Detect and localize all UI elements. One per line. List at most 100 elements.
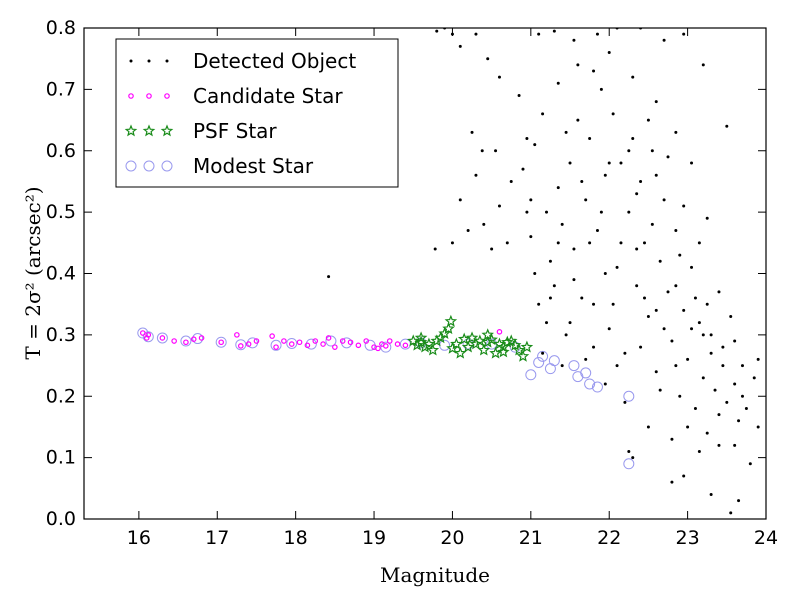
detected-object-point	[537, 302, 541, 306]
detected-object-point	[701, 63, 705, 67]
detected-object-point	[737, 419, 741, 423]
y-tick-label: 0.0	[46, 508, 76, 530]
candidate-star-point	[237, 343, 244, 349]
detected-object-point	[705, 431, 709, 435]
detected-object-point	[486, 57, 490, 61]
detected-object-point	[686, 357, 690, 361]
detected-object-point	[533, 272, 537, 275]
x-tick-label: 16	[127, 527, 151, 549]
detected-object-point	[497, 75, 501, 79]
detected-object-point	[627, 210, 631, 214]
detected-object-point	[662, 198, 666, 202]
candidate-star-point	[375, 345, 381, 352]
legend-candidate-star-marker	[164, 93, 170, 99]
detected-object-point	[433, 247, 437, 251]
detected-object-point	[733, 382, 737, 386]
detected-object-point	[654, 370, 658, 374]
detected-object-point	[584, 357, 588, 361]
detected-object-point	[572, 38, 576, 42]
detected-object-point	[564, 130, 568, 134]
detected-object-point	[595, 229, 599, 233]
psf-star-point	[497, 340, 510, 353]
detected-object-point	[646, 425, 650, 429]
detected-object-point	[592, 345, 596, 349]
modest-star-point	[623, 458, 635, 470]
detected-object-point	[572, 278, 576, 282]
detected-object-point	[529, 198, 533, 202]
detected-object-point	[552, 29, 556, 33]
candidate-star-point	[288, 341, 295, 347]
candidate-star-point	[320, 341, 326, 347]
candidate-star-point	[383, 343, 389, 349]
detected-object-point	[697, 449, 701, 453]
modest-star-point	[439, 339, 451, 351]
detected-object-point	[733, 443, 737, 447]
detected-object-point	[705, 302, 709, 306]
detected-object-point	[607, 51, 611, 55]
legend-label-candidate: Candidate Star	[193, 84, 343, 108]
detected-object-point	[682, 32, 686, 36]
legend-markers	[124, 59, 174, 172]
legend-modest-star-marker	[143, 160, 155, 172]
detected-object-point	[654, 173, 658, 177]
legend-psf-star-marker	[142, 124, 156, 137]
detected-object-point	[623, 351, 627, 355]
psf-star-point	[461, 340, 475, 353]
detected-object-point	[580, 179, 584, 183]
detected-object-point	[517, 94, 521, 98]
detected-object-point	[725, 124, 729, 128]
candidate-star-point	[347, 339, 354, 346]
detected-object-point	[615, 265, 619, 269]
detected-object-point	[650, 222, 654, 226]
detected-object-point	[662, 327, 666, 331]
detected-object-point	[729, 511, 733, 515]
y-tick-label: 0.3	[46, 324, 76, 346]
detected-object-point	[505, 241, 509, 245]
detected-object-point	[697, 321, 701, 325]
detected-object-point	[556, 81, 560, 85]
detected-object-point	[670, 480, 674, 484]
detected-object-point	[639, 345, 643, 349]
detected-object-point	[713, 388, 717, 392]
psf-star-point	[442, 322, 455, 335]
y-axis-label: T = 2σ² (arcsec²)	[21, 186, 45, 359]
candidate-star-point	[402, 342, 409, 349]
detected-object-point	[568, 321, 572, 325]
plot-marks	[137, 28, 760, 515]
detected-object-point	[541, 112, 545, 116]
modest-star-point	[568, 360, 580, 372]
legend: Detected Object Candidate Star PSF Star …	[115, 38, 399, 188]
detected-object-point	[592, 69, 596, 73]
detected-object-point	[327, 275, 331, 279]
detected-object-point	[642, 296, 646, 300]
candidate-star-point	[139, 330, 146, 336]
legend-label-detected: Detected Object	[193, 49, 356, 73]
y-tick-label: 0.4	[46, 263, 76, 285]
candidate-star-point	[183, 339, 189, 346]
detected-object-point	[619, 241, 623, 245]
psf-star-point	[453, 346, 467, 359]
detected-object-point	[748, 462, 752, 466]
psf-star-point	[481, 335, 495, 348]
detected-object-point	[474, 32, 478, 36]
detected-object-point	[744, 407, 748, 411]
x-tick-label: 21	[519, 527, 543, 549]
detected-object-point	[670, 339, 674, 343]
detected-object-point	[662, 38, 666, 42]
x-axis-label: Magnitude	[380, 563, 490, 587]
detected-object-point	[709, 333, 713, 337]
y-tick-label: 0.6	[46, 140, 76, 162]
detected-object-point	[564, 333, 568, 337]
detected-object-point	[572, 247, 576, 251]
legend-candidate-star-marker	[128, 93, 134, 99]
x-tick-label: 18	[284, 527, 308, 549]
detected-object-point	[576, 63, 580, 67]
detected-object-point	[674, 364, 678, 368]
detected-object-point	[631, 456, 635, 460]
detected-object-point	[603, 382, 607, 386]
detected-object-point	[701, 333, 705, 337]
legend-detected-object-marker	[129, 59, 133, 63]
detected-object-point	[435, 29, 439, 33]
detected-object-point	[693, 407, 697, 411]
